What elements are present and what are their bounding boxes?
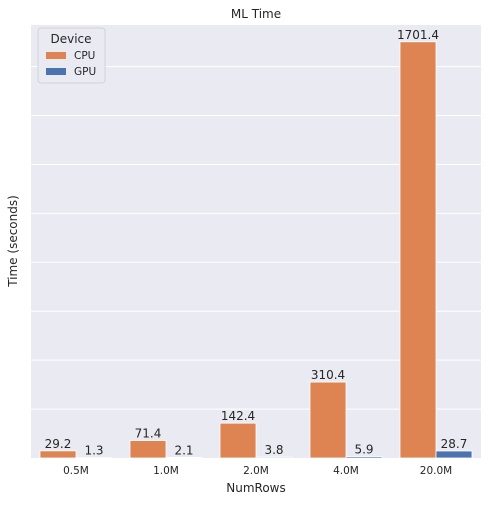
bar-value-label: 1701.4 <box>397 28 439 42</box>
bar-gpu <box>166 457 202 458</box>
bar-value-label: 28.7 <box>441 437 468 451</box>
bar-value-label: 71.4 <box>135 427 162 441</box>
legend-swatch-gpu <box>46 68 66 75</box>
legend-title: Device <box>50 32 91 46</box>
bar-cpu <box>400 42 436 458</box>
bar-cpu <box>130 441 166 458</box>
bar-cpu <box>310 382 346 458</box>
bar-gpu <box>436 451 472 458</box>
x-tick-label: 0.5M <box>63 465 89 477</box>
bar-value-label: 1.3 <box>84 444 103 458</box>
bar-value-label: 5.9 <box>354 443 373 457</box>
bar-value-label: 29.2 <box>45 437 72 451</box>
bar-value-label: 142.4 <box>221 409 255 423</box>
legend: Device CPU GPU <box>38 28 105 83</box>
bar-gpu <box>256 457 292 458</box>
x-tick-labels: 0.5M 1.0M 2.0M 4.0M 20.0M <box>63 465 452 477</box>
bar-gpu <box>346 457 382 458</box>
x-axis-label: NumRows <box>226 481 285 495</box>
bar-value-label: 2.1 <box>174 443 193 457</box>
legend-swatch-cpu <box>46 52 66 59</box>
x-tick-label: 20.0M <box>420 465 452 477</box>
chart-title: ML Time <box>231 7 281 21</box>
bar-cpu <box>220 423 256 458</box>
legend-label-gpu: GPU <box>74 66 96 78</box>
x-tick-label: 2.0M <box>243 465 269 477</box>
bar-value-label: 310.4 <box>311 368 345 382</box>
x-tick-label: 1.0M <box>153 465 179 477</box>
y-axis-label: Time (seconds) <box>6 195 20 288</box>
bar-value-label: 3.8 <box>264 443 283 457</box>
bar-cpu <box>40 451 76 458</box>
x-tick-label: 4.0M <box>333 465 359 477</box>
legend-label-cpu: CPU <box>74 50 95 62</box>
